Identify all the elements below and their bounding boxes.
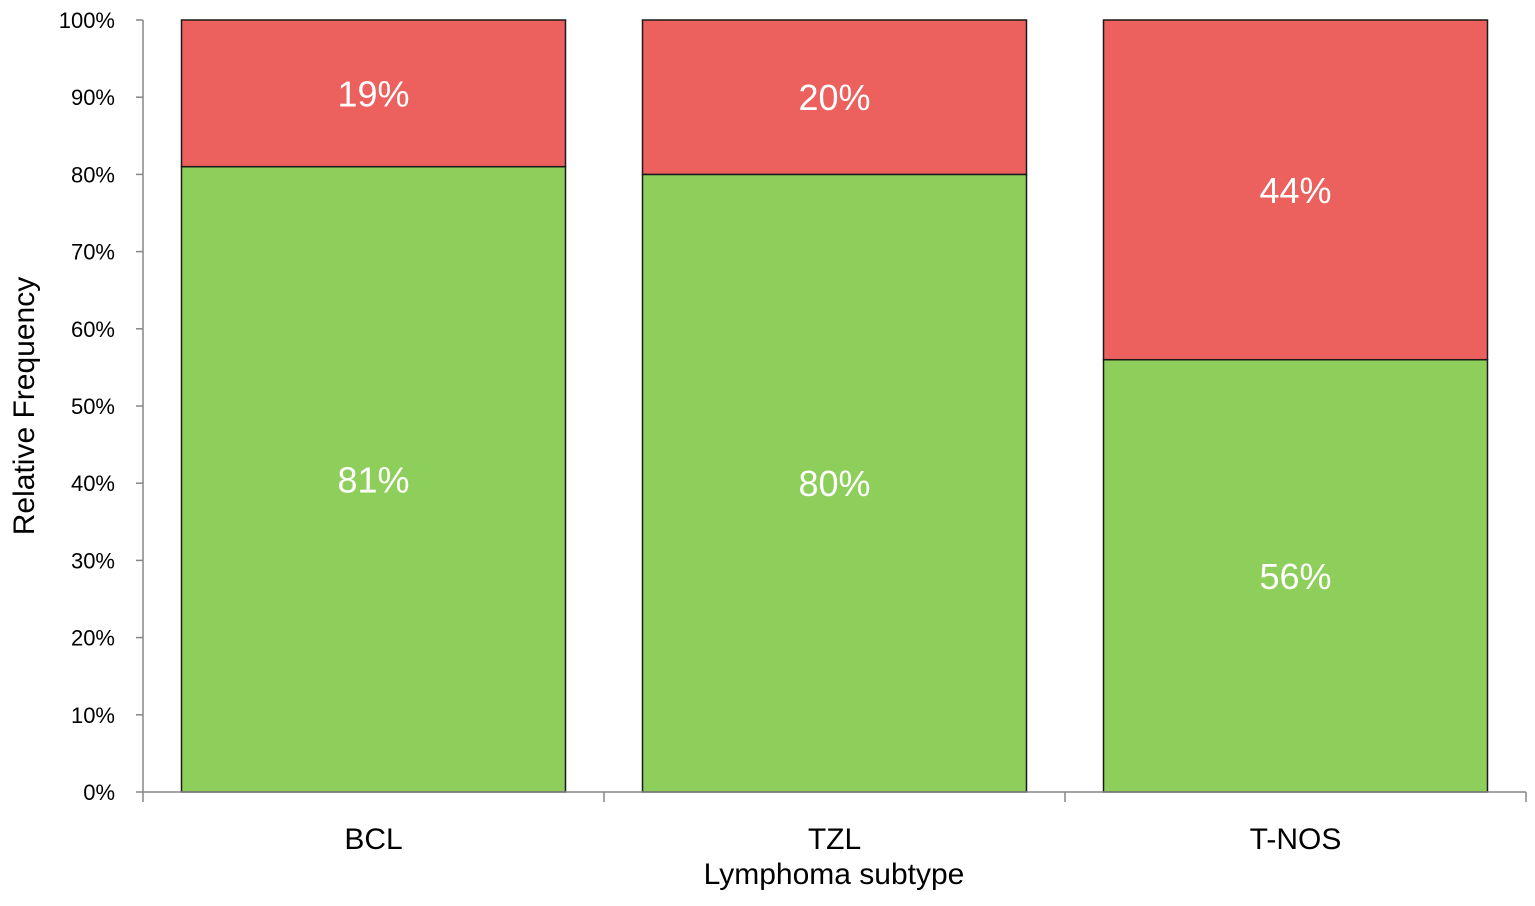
- data-label: 81%: [337, 459, 409, 500]
- bars-layer: [180, 19, 1489, 793]
- data-label: 80%: [798, 463, 870, 504]
- y-tick-label: 50%: [71, 394, 115, 419]
- data-label: 19%: [337, 73, 409, 114]
- axes-layer: [136, 19, 1527, 802]
- y-tick-label: 30%: [71, 548, 115, 573]
- bar-bcl-series-1: [180, 165, 567, 793]
- bar-t-nos-series-1: [1102, 358, 1489, 793]
- data-label: 56%: [1259, 556, 1331, 597]
- data-label: 20%: [798, 77, 870, 118]
- bar-tzl-series-2: [641, 19, 1028, 176]
- y-tick-label: 10%: [71, 703, 115, 728]
- y-tick-label: 100%: [59, 8, 115, 33]
- y-axis-title: Relative Frequency: [8, 277, 41, 535]
- y-tick-label: 70%: [71, 240, 115, 265]
- y-tick-label: 60%: [71, 317, 115, 342]
- y-tick-label: 0%: [83, 780, 115, 805]
- bar-bcl-series-2: [180, 19, 567, 168]
- x-tick-label: TZL: [808, 823, 861, 856]
- labels-layer: 81% 19% BCL 80% 20% TZL 56% 44% T-NOS 0% 10% 20% 30%…: [59, 8, 1342, 856]
- data-label: 44%: [1259, 170, 1331, 211]
- x-axis-title: Lymphoma subtype: [704, 858, 965, 891]
- y-tick-label: 40%: [71, 471, 115, 496]
- x-tick-label: T-NOS: [1250, 823, 1342, 856]
- bar-t-nos-series-2: [1102, 19, 1489, 361]
- x-tick-label: BCL: [344, 823, 402, 856]
- y-tick-label: 20%: [71, 626, 115, 651]
- y-tick-label: 90%: [71, 85, 115, 110]
- y-tick-label: 80%: [71, 162, 115, 187]
